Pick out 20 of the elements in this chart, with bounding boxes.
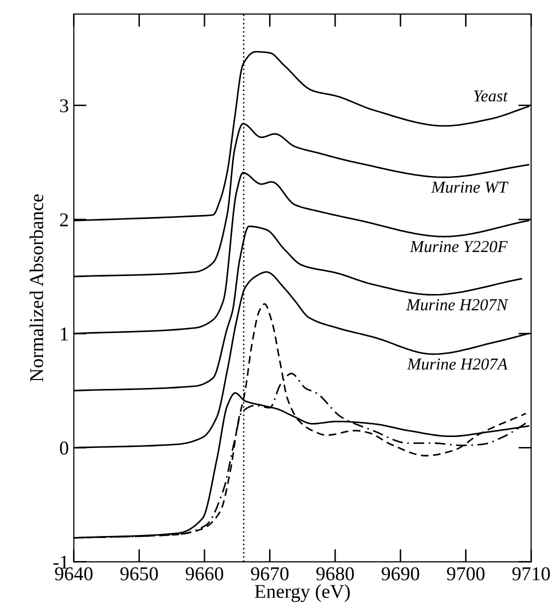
x-axis-title: Energy (eV) bbox=[254, 584, 350, 602]
x-tick-label: 9710 bbox=[512, 567, 550, 580]
y-tick-label: 3 bbox=[60, 99, 68, 112]
series-label: Murine H207A bbox=[406, 358, 508, 370]
series-label: Murine Y220F bbox=[410, 240, 508, 252]
x-tick-label: 9670 bbox=[250, 567, 289, 580]
series-label: Murine H207N bbox=[406, 299, 508, 310]
x-tick-label: 9650 bbox=[120, 567, 158, 580]
legend-label: Yeast bbox=[474, 90, 508, 102]
x-tick-label: 9640 bbox=[54, 567, 93, 580]
series-label: Murine WT bbox=[431, 182, 509, 193]
x-tick-label: 9690 bbox=[382, 567, 420, 580]
x-tick-label: 9680 bbox=[316, 567, 354, 580]
x-tick-label: 9700 bbox=[446, 567, 485, 580]
y-tick-label: 0 bbox=[60, 442, 68, 455]
y-tick-label: -1 bbox=[53, 556, 68, 569]
y-axis-title: Normalized Absorbance bbox=[30, 194, 44, 382]
y-tick-label: 2 bbox=[60, 213, 68, 226]
x-tick-label: 9660 bbox=[186, 567, 224, 580]
y-tick-label: 1 bbox=[60, 328, 68, 340]
